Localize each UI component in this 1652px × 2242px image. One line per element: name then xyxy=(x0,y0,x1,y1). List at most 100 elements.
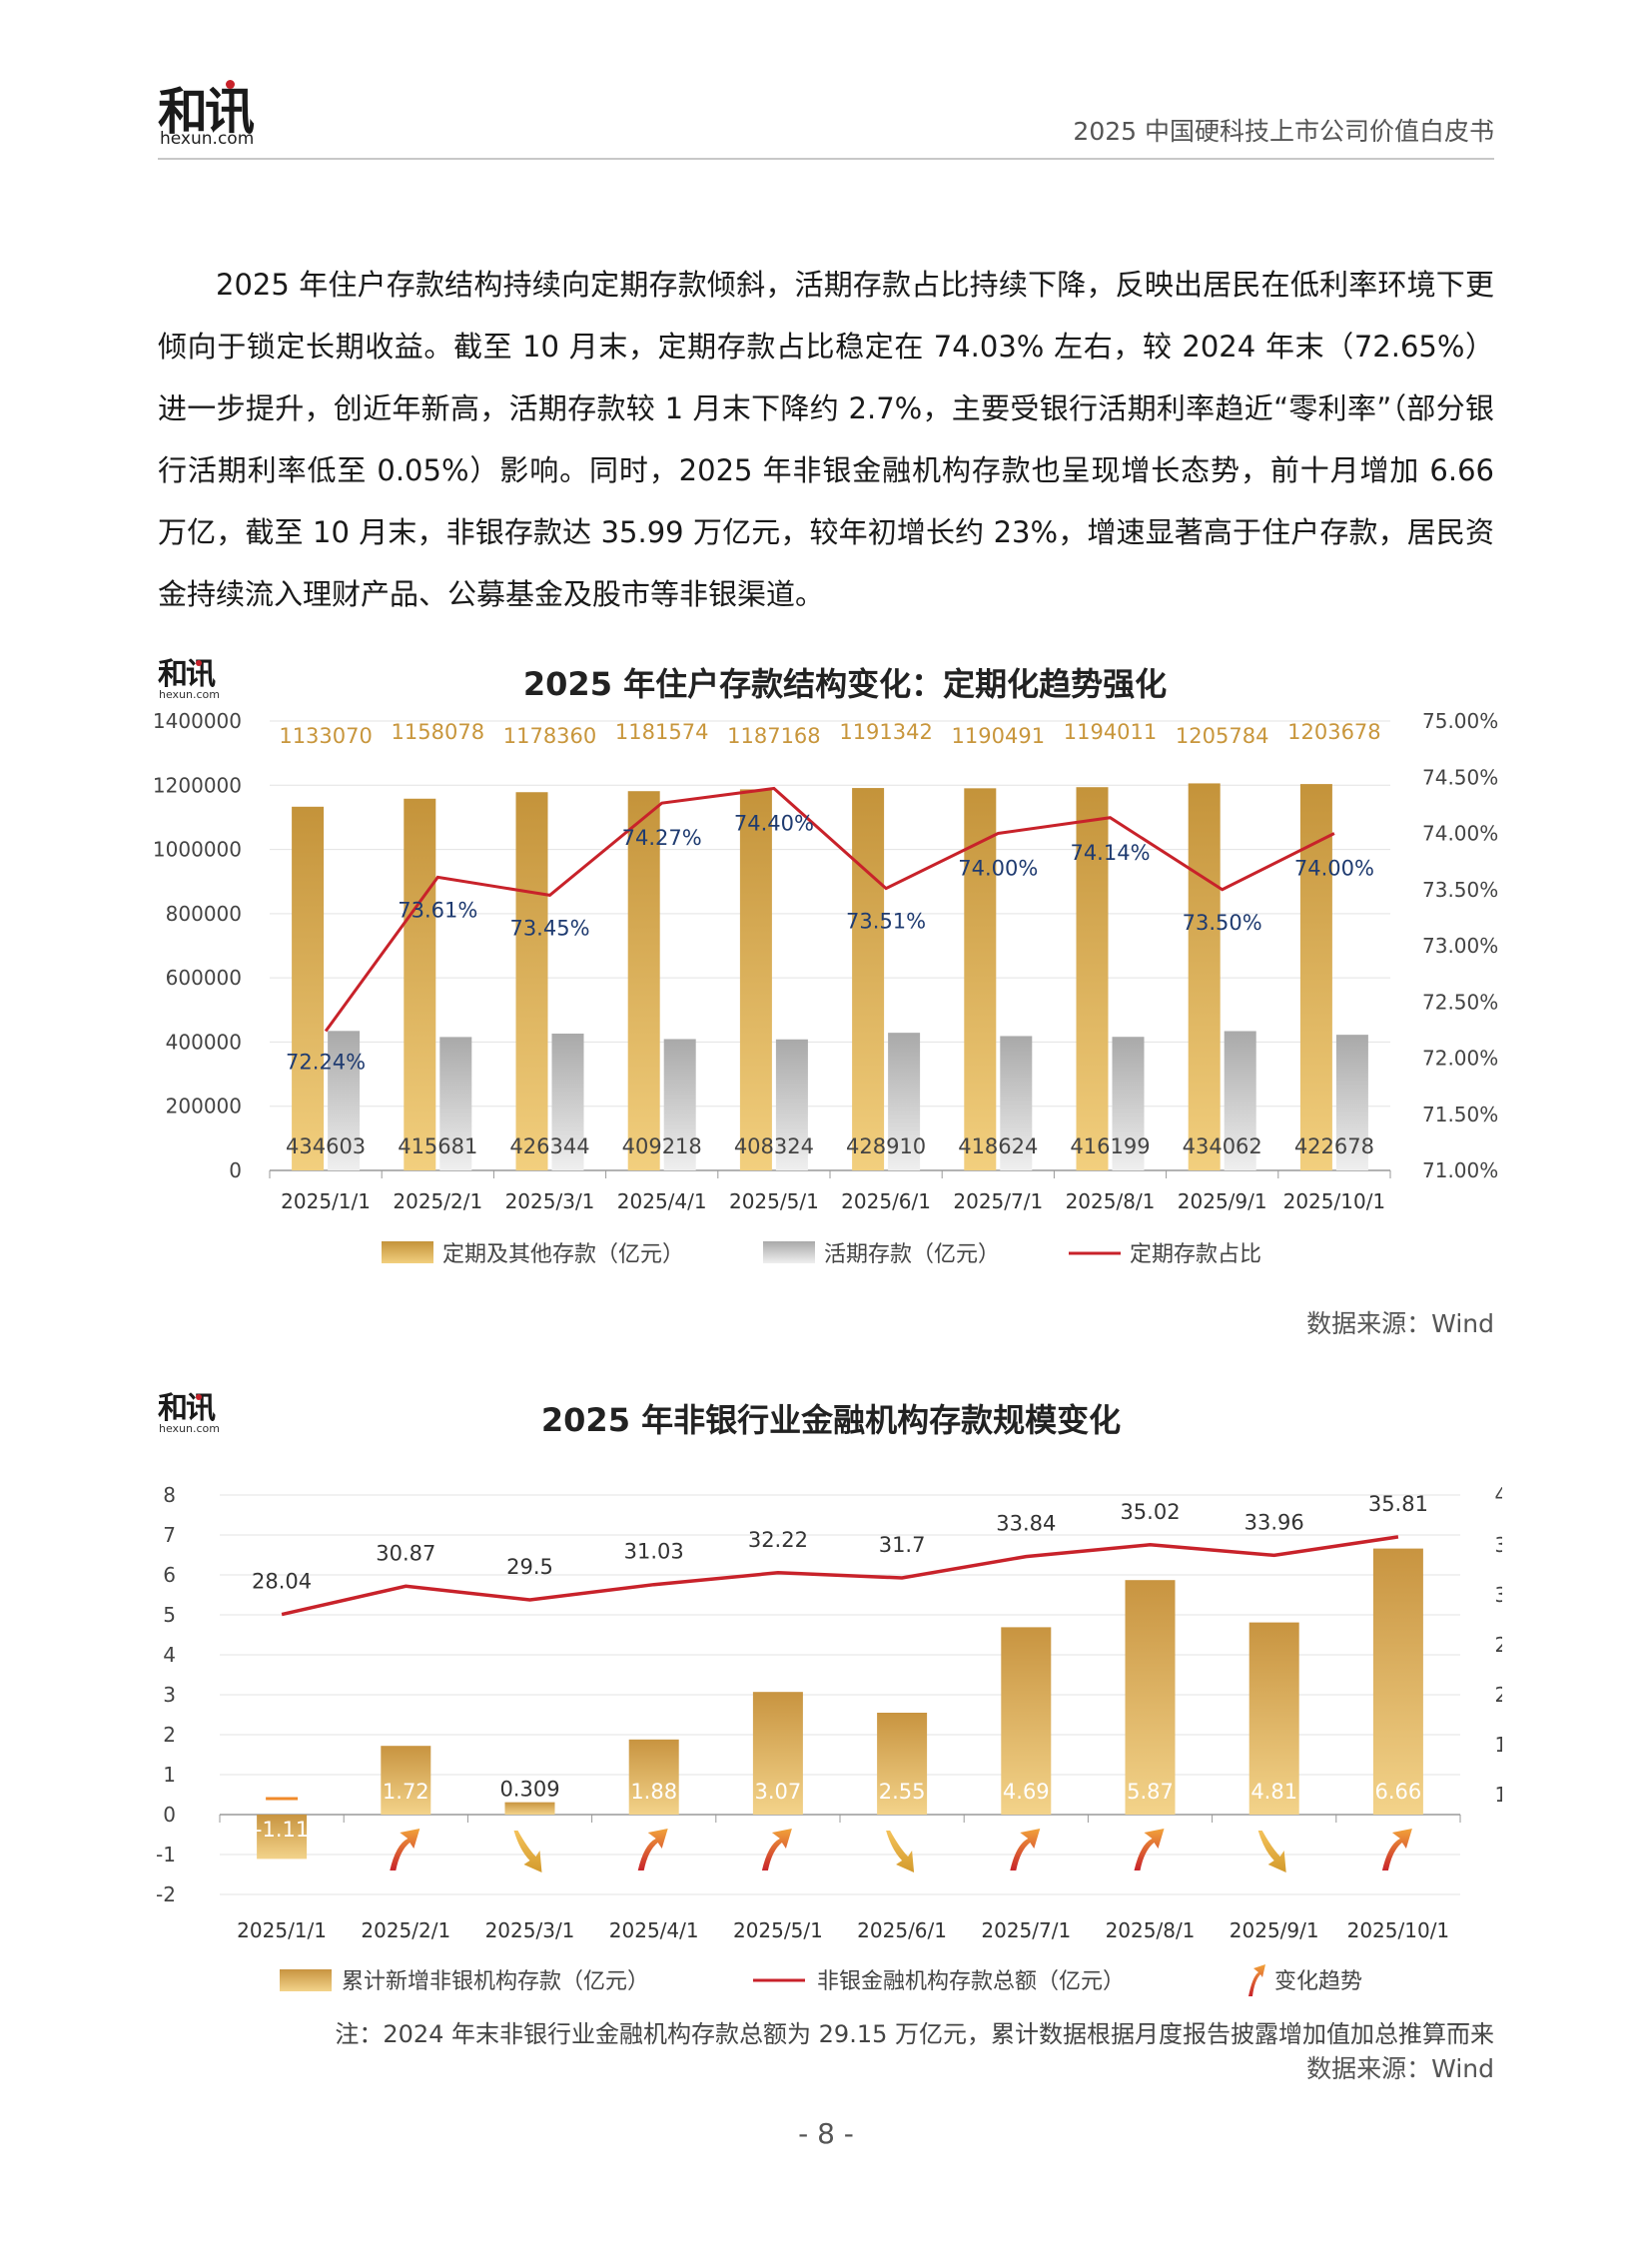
chart2-trend-up-arrow-icon xyxy=(637,1829,668,1870)
chart2-x-tick-label: 2025/9/1 xyxy=(1230,1918,1319,1942)
chart2-bar-data-label: 3.07 xyxy=(755,1780,802,1804)
chart1-ratio-data-label: 73.45% xyxy=(509,916,589,940)
chart1-fixed-data-label: 1187168 xyxy=(727,724,821,748)
chart1-x-tick-label: 2025/9/1 xyxy=(1178,1189,1267,1213)
chart2-bar-increase xyxy=(628,1739,679,1815)
chart2-x-tick-label: 2025/7/1 xyxy=(981,1918,1071,1942)
nonbank-deposit-chart: 和讯 hexun.com 2025 年非银行业金融机构存款规模变化 -2 -1 0 1 2 3 4… xyxy=(150,1383,1502,2002)
chart1-bar-demand xyxy=(775,1039,808,1170)
chart2-legend-total: 非银金融机构存款总额（亿元） xyxy=(817,1969,1125,1994)
chart2-trend-up-arrow-icon xyxy=(1134,1829,1165,1870)
chart1-legend-swatch-demand xyxy=(763,1241,815,1263)
chart2-bar-data-label: -1.11 xyxy=(255,1818,309,1842)
chart1-bar-fixed xyxy=(1076,787,1109,1170)
chart2-x-tick-label: 2025/5/1 xyxy=(733,1918,823,1942)
chart1-right-tick: 73.00% xyxy=(1422,934,1498,958)
chart2-total-line xyxy=(281,1535,1399,1617)
chart1-bar-demand xyxy=(551,1033,584,1170)
chart2-left-tick: 8 xyxy=(163,1483,176,1507)
chart1-demand-data-label: 434603 xyxy=(286,1134,366,1158)
chart1-legend-ratio: 定期存款占比 xyxy=(1130,1242,1261,1267)
chart2-note: 注：2024 年末非银行业金融机构存款总额为 29.15 万亿元，累计数据根据月… xyxy=(335,2020,1494,2048)
chart2-legend-swatch-increase xyxy=(280,1969,332,1991)
chart2-legend-trend: 变化趋势 xyxy=(1274,1969,1362,1994)
chart1-x-tick-label: 2025/2/1 xyxy=(393,1189,482,1213)
chart1-bar-fixed xyxy=(1188,783,1221,1170)
chart2-bar-increase xyxy=(1372,1548,1423,1815)
chart2-bar-data-label: 0.309 xyxy=(499,1778,559,1802)
mini-logo-subtext: hexun.com xyxy=(159,688,220,701)
chart1-bar-demand xyxy=(1224,1031,1256,1170)
chart1-bar-demand xyxy=(439,1037,472,1170)
chart1-ratio-data-label: 72.24% xyxy=(286,1051,366,1075)
chart1-fixed-data-label: 1181574 xyxy=(615,720,709,744)
chart1-x-tick-label: 2025/7/1 xyxy=(953,1189,1043,1213)
chart1-bar-demand xyxy=(663,1039,696,1170)
chart1-right-tick: 74.50% xyxy=(1422,765,1498,789)
logo-text: 和讯 xyxy=(158,83,255,141)
chart1-legend-swatch-fixed xyxy=(382,1241,433,1263)
chart1-fixed-data-label: 1203678 xyxy=(1287,720,1381,744)
chart1-left-tick: 1000000 xyxy=(153,838,242,862)
chart1-ratio-line xyxy=(324,786,1335,1033)
chart2-right-tick: 35 xyxy=(1495,1533,1502,1557)
chart1-right-tick: 75.00% xyxy=(1422,709,1498,733)
chart2-title: 2025 年非银行业金融机构存款规模变化 xyxy=(541,1401,1121,1439)
chart2-total-data-label: 35.81 xyxy=(1368,1492,1428,1516)
chart1-x-tick-label: 2025/3/1 xyxy=(505,1189,595,1213)
household-deposit-chart: 和讯 hexun.com 2025 年住户存款结构变化：定期化趋势强化 0 200000… xyxy=(150,649,1502,1338)
page-header: 和讯 hexun.com 2025 中国硬科技上市公司价值白皮书 xyxy=(158,72,1494,160)
chart1-demand-data-label: 422678 xyxy=(1294,1134,1374,1158)
chart1-demand-data-label: 434062 xyxy=(1183,1134,1262,1158)
chart2-trend-down-arrow-icon xyxy=(1257,1831,1286,1872)
chart2-total-data-label: 30.87 xyxy=(376,1541,435,1565)
chart1-legend-demand: 活期存款（亿元） xyxy=(824,1242,1000,1267)
chart1-fixed-data-label: 1191342 xyxy=(839,720,933,744)
chart1-bar-demand xyxy=(1112,1037,1145,1170)
chart2-left-tick: -2 xyxy=(156,1882,176,1906)
chart2-total-data-label: 29.5 xyxy=(506,1555,553,1579)
chart1-demand-data-label: 428910 xyxy=(846,1134,926,1158)
chart1-left-tick: 800000 xyxy=(166,902,242,926)
chart2-total-data-label: 31.7 xyxy=(879,1533,926,1557)
chart2-right-tick: 25 xyxy=(1495,1633,1502,1657)
chart1-x-tick-label: 2025/10/1 xyxy=(1283,1189,1386,1213)
chart2-bar-increase xyxy=(1001,1627,1052,1815)
chart1-right-tick: 74.00% xyxy=(1422,822,1498,846)
chart1-fixed-data-label: 1205784 xyxy=(1176,724,1269,748)
chart2-trend-down-arrow-icon xyxy=(886,1831,915,1872)
document-title: 2025 中国硬科技上市公司价值白皮书 xyxy=(1073,117,1494,146)
chart1-demand-data-label: 408324 xyxy=(734,1134,814,1158)
chart2-x-tick-label: 2025/2/1 xyxy=(361,1918,450,1942)
chart2-left-tick: 2 xyxy=(163,1723,176,1747)
chart1-left-tick: 1400000 xyxy=(153,709,242,733)
chart1-demand-data-label: 418624 xyxy=(958,1134,1038,1158)
chart2-trend-up-arrow-icon xyxy=(761,1829,792,1870)
chart2-bar-data-label: 5.87 xyxy=(1127,1780,1174,1804)
chart1-bar-fixed xyxy=(964,788,997,1170)
chart2-source: 数据来源：Wind xyxy=(1306,2054,1494,2083)
chart2-trend-up-arrow-icon xyxy=(1010,1829,1041,1870)
chart1-ratio-data-label: 73.61% xyxy=(398,898,477,922)
chart1-x-tick-label: 2025/4/1 xyxy=(617,1189,707,1213)
chart2-x-tick-label: 2025/8/1 xyxy=(1106,1918,1196,1942)
chart1-left-tick: 1200000 xyxy=(153,773,242,797)
chart1-left-tick: 400000 xyxy=(166,1030,242,1054)
chart1-bar-fixed xyxy=(852,788,885,1170)
chart2-trend-up-arrow-icon xyxy=(1381,1829,1412,1870)
chart1-ratio-data-label: 74.14% xyxy=(1070,841,1150,865)
chart2-total-data-label: 32.22 xyxy=(748,1528,808,1552)
chart1-demand-data-label: 415681 xyxy=(398,1134,477,1158)
chart1-ratio-data-label: 73.50% xyxy=(1183,911,1262,935)
chart1-fixed-data-label: 1133070 xyxy=(279,724,373,748)
logo-dot-icon xyxy=(226,80,235,89)
chart2-bar-increase xyxy=(257,1815,308,1860)
chart1-x-tick-label: 2025/5/1 xyxy=(729,1189,819,1213)
chart2-x-tick-label: 2025/1/1 xyxy=(237,1918,327,1942)
chart1-bar-fixed xyxy=(627,791,660,1170)
chart1-fixed-data-label: 1190491 xyxy=(952,724,1046,748)
logo-subtext: hexun.com xyxy=(160,129,255,149)
chart2-bar-increase xyxy=(1248,1622,1299,1815)
